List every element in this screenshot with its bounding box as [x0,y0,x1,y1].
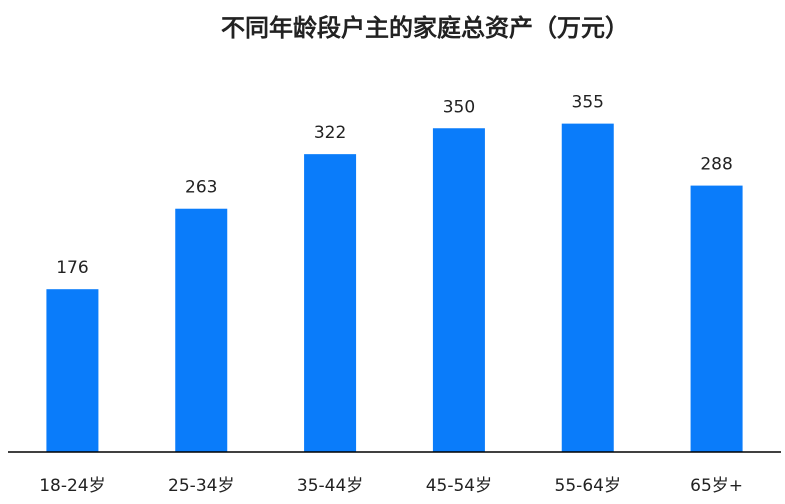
value-label: 355 [572,93,604,113]
bar [690,185,743,452]
x-tick-label: 18-24岁 [39,476,105,496]
bar [432,128,485,452]
value-label: 322 [314,123,346,143]
bar [561,123,614,452]
x-tick-label: 35-44岁 [297,476,363,496]
bar [175,208,228,452]
x-tick-label: 25-34岁 [168,476,234,496]
x-tick-label: 55-64岁 [555,476,621,496]
bar [46,289,99,452]
x-tick-label: 45-54岁 [426,476,492,496]
value-label: 176 [56,258,88,278]
bar [304,154,357,452]
value-label: 288 [700,155,732,175]
x-tick-label: 65岁+ [690,476,743,496]
chart-title: 不同年龄段户主的家庭总资产（万元） [221,14,629,42]
value-label: 350 [443,97,475,117]
value-label: 263 [185,178,217,198]
